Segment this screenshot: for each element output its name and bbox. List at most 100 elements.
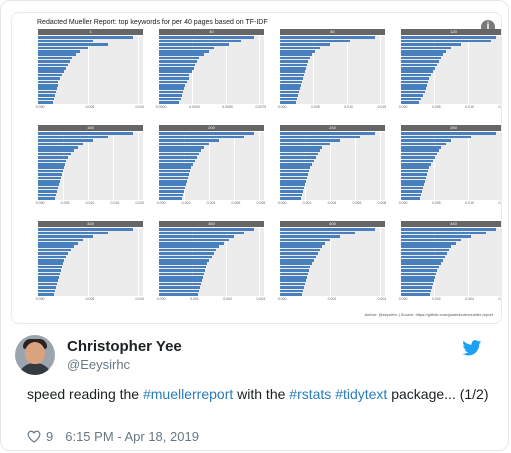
keyword-bar (280, 289, 303, 293)
x-axis-ticks: 0.000 0.005 0.010 0.015 0.020 (36, 201, 145, 207)
keyword-bar (401, 87, 426, 90)
facet-panel: 160 0.000 0.005 0.010 0.015 0.020 (36, 125, 145, 210)
keyword-bar (38, 282, 57, 286)
keyword-bar (280, 248, 320, 252)
keyword-bar (159, 262, 207, 265)
keyword-bar (280, 252, 318, 255)
keyword-bar (38, 73, 62, 77)
x-tick-label: 0.0025 (188, 105, 200, 109)
keyword-bar (401, 276, 435, 279)
keyword-bar (280, 186, 304, 190)
facet-panel: 360 0.000 0.001 0.002 0.003 (157, 221, 266, 306)
gridline (304, 132, 306, 200)
keyword-bar (38, 50, 80, 53)
keyword-bar (280, 70, 305, 73)
gridline (379, 36, 381, 104)
keyword-bar (401, 63, 437, 67)
tweet-timestamp[interactable]: 6:15 PM - Apr 18, 2019 (65, 429, 199, 444)
keyword-bar (159, 60, 197, 63)
keyword-bar (280, 53, 312, 56)
x-axis-ticks: 0.000 0.005 0.010 0.015 (399, 201, 501, 207)
keyword-bar (159, 101, 179, 104)
keyword-bar (38, 173, 62, 176)
keyword-bar (280, 43, 330, 46)
keyword-bar (280, 245, 322, 248)
keyword-bar (401, 77, 429, 80)
heart-icon[interactable] (27, 430, 41, 443)
keyword-bar (280, 87, 300, 90)
keyword-bar (401, 180, 425, 183)
keyword-bar (280, 67, 306, 70)
keyword-bar (38, 269, 61, 272)
facet-panel: 200 0.000 0.002 0.004 0.006 0.008 (157, 125, 265, 210)
gridline (401, 228, 402, 296)
keyword-bar (280, 293, 302, 296)
gridline (258, 132, 260, 200)
gridline (137, 228, 139, 296)
keyword-bar (159, 193, 183, 197)
keyword-bar (280, 135, 360, 139)
hashtag-tidytext[interactable]: #tidytext (335, 386, 388, 402)
x-tick-label: 0.003 (256, 297, 266, 301)
gridline (280, 228, 281, 296)
author-handle[interactable]: @Eeysirhc (67, 357, 131, 372)
x-tick-label: 0.010 (135, 297, 145, 301)
facet-plot-area (280, 132, 385, 200)
gridline (467, 36, 468, 104)
keyword-bar (159, 156, 197, 159)
x-tick-label: 0.015 (377, 105, 387, 109)
keyword-bar (159, 252, 214, 255)
keyword-bar (38, 183, 59, 186)
gridline (258, 228, 260, 296)
keyword-bar (38, 197, 55, 200)
keyword-bar (38, 84, 58, 87)
keyword-bar (159, 43, 229, 46)
author-name[interactable]: Christopher Yee (67, 338, 182, 355)
keyword-bar (280, 146, 322, 149)
gridline (225, 228, 226, 296)
twitter-bird-icon[interactable] (462, 340, 482, 356)
keyword-bar (401, 132, 496, 135)
x-tick-label: 0.000 (398, 105, 408, 109)
facet-panel: 440 0.000 0.002 0.004 0.006 (398, 221, 501, 306)
keyword-bar (38, 70, 64, 73)
keyword-bar (38, 245, 74, 248)
like-count[interactable]: 9 (46, 429, 54, 444)
gridline (137, 132, 139, 200)
keyword-bar (280, 63, 307, 67)
facet-strip-label: 120 (401, 29, 501, 35)
keyword-bar (38, 132, 133, 135)
keyword-bar (38, 190, 57, 193)
keyword-bar (280, 163, 312, 166)
gridline (313, 36, 314, 104)
gridline (159, 228, 160, 296)
keyword-bar (38, 63, 68, 67)
x-tick-label: 0.000 (398, 297, 408, 301)
keyword-bar (401, 166, 429, 169)
avatar[interactable] (15, 335, 55, 375)
tfidf-figure: Redacted Mueller Report: top keywords fo… (12, 13, 501, 323)
gridline (467, 228, 468, 296)
keyword-bar (159, 190, 184, 193)
keyword-bar (159, 94, 182, 97)
x-tick-label: 0.015 (110, 201, 120, 205)
keyword-bar (401, 245, 451, 248)
keyword-bar (280, 197, 301, 200)
keyword-bar (38, 186, 58, 190)
facet-strip-label: 80 (280, 29, 385, 35)
facet-plot-area (401, 36, 501, 104)
keyword-bar (159, 70, 192, 73)
keyword-bar (159, 163, 193, 166)
keyword-bar (280, 97, 297, 101)
gridline (379, 132, 381, 200)
keyword-bar (401, 46, 451, 50)
hashtag-rstats[interactable]: #rstats (289, 386, 332, 402)
facet-plot-area (38, 36, 143, 104)
gridline (379, 228, 381, 296)
facet-strip-label: 40 (159, 29, 264, 35)
keyword-bar (159, 180, 187, 183)
tweet-media-image[interactable]: Redacted Mueller Report: top keywords fo… (11, 12, 502, 324)
hashtag-muellerreport[interactable]: #muellerreport (142, 386, 234, 402)
keyword-bar (38, 80, 58, 84)
keyword-bar (280, 231, 355, 235)
